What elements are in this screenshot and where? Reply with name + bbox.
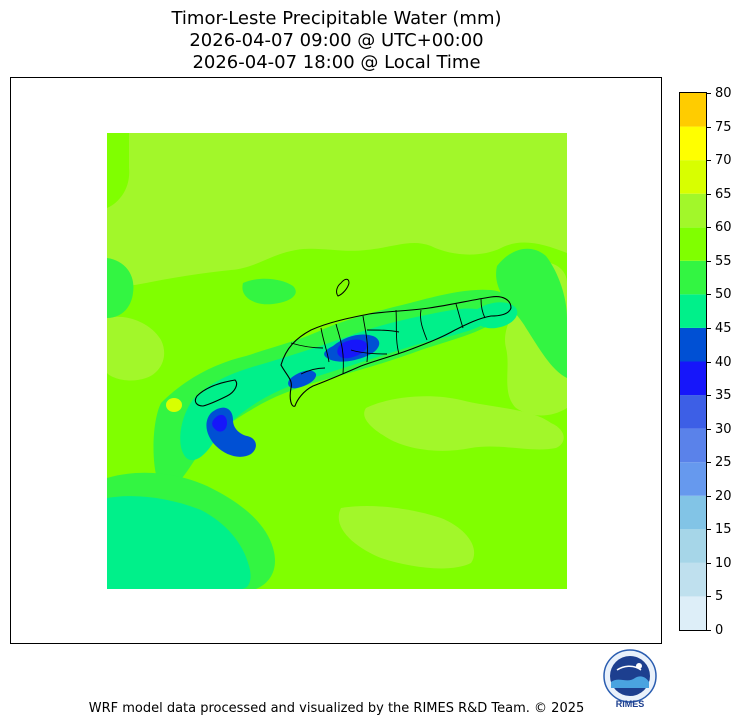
colorbar-tick: 70 xyxy=(707,153,732,169)
municipality-borders xyxy=(290,298,486,375)
colorbar-tick: 65 xyxy=(707,187,732,203)
colorbar-tick: 20 xyxy=(707,489,732,505)
colorbar-tick-label: 75 xyxy=(715,119,732,135)
colorbar-tick-label: 25 xyxy=(715,455,732,471)
field-35-40-ocean xyxy=(212,414,227,432)
field-65-70-spot xyxy=(166,398,182,412)
colorbar xyxy=(679,92,707,631)
logo-label: RIMES xyxy=(615,699,645,709)
rimes-logo: RIMES xyxy=(597,648,663,714)
colorbar-tick: 50 xyxy=(707,287,732,303)
colorbar-band-25-30 xyxy=(680,428,706,463)
colorbar-tick-label: 0 xyxy=(715,623,724,638)
field-60-65-southeast xyxy=(364,396,564,451)
colorbar-tick: 55 xyxy=(707,254,732,270)
colorbar-tick-label: 35 xyxy=(715,388,732,404)
title-line-2: 2026-04-07 09:00 @ UTC+00:00 xyxy=(189,30,484,51)
field-45-50-east xyxy=(473,302,518,329)
colorbar-tick: 60 xyxy=(707,220,732,236)
colorbar-tick: 40 xyxy=(707,355,732,371)
colorbar-band-55-60 xyxy=(680,227,706,261)
colorbar-band-35-40 xyxy=(680,361,706,396)
colorbar-tick-label: 45 xyxy=(715,320,732,336)
field-40-45-coast xyxy=(288,370,317,389)
colorbar-tick-label: 5 xyxy=(715,589,724,605)
colorbar-tick-labels: 0 5 10 15 20 25 30 35 40 45 50 55 60 65 70 75 80 xyxy=(707,0,743,727)
chart-title: Timor-Leste Precipitable Water (mm) 2026… xyxy=(0,8,673,74)
precipitable-water-map xyxy=(107,133,567,589)
map-frame: RIMES xyxy=(10,77,662,709)
colorbar-tick-label: 50 xyxy=(715,287,732,303)
colorbar-tick: 10 xyxy=(707,556,732,572)
colorbar-band-0-5 xyxy=(680,596,706,630)
field-60-65-north xyxy=(107,133,567,287)
colorbar-tick-label: 55 xyxy=(715,253,732,269)
colorbar-band-30-35 xyxy=(680,395,706,429)
colorbar-tick: 0 xyxy=(707,623,723,639)
colorbar-tick: 25 xyxy=(707,455,732,471)
colorbar-band-65-70 xyxy=(680,160,706,194)
colorbar-tick: 35 xyxy=(707,388,732,404)
colorbar-band-75-80 xyxy=(680,93,706,127)
field-50-55-islands xyxy=(242,278,296,305)
field-60-65-west xyxy=(107,316,165,381)
timor-leste-outline xyxy=(280,296,512,407)
footer-credit: WRF model data processed and visualized … xyxy=(88,701,585,716)
colorbar-band-45-50 xyxy=(680,294,706,328)
field-45-50-coast xyxy=(180,308,488,461)
colorbar-tick: 45 xyxy=(707,321,732,337)
colorbar-band-70-75 xyxy=(680,126,706,161)
colorbar-tick: 75 xyxy=(707,120,732,136)
colorbar-bands xyxy=(680,93,706,630)
field-60-65-south xyxy=(338,506,475,569)
colorbar-band-50-55 xyxy=(680,260,706,295)
colorbar-tick-label: 65 xyxy=(715,186,732,202)
colorbar-tick-label: 15 xyxy=(715,522,732,538)
field-50-55-east-strip xyxy=(496,248,567,378)
colorbar-tick-label: 80 xyxy=(715,86,732,101)
title-line-1: Timor-Leste Precipitable Water (mm) xyxy=(171,8,502,29)
field-35-40-central xyxy=(337,339,368,359)
title-line-3: 2026-04-07 18:00 @ Local Time xyxy=(192,52,481,73)
colorbar-band-5-10 xyxy=(680,562,706,597)
colorbar-band-60-65 xyxy=(680,193,706,228)
colorbar-band-10-15 xyxy=(680,529,706,563)
colorbar-tick: 80 xyxy=(707,86,732,102)
oecusse-outline xyxy=(194,379,238,407)
colorbar-tick-label: 30 xyxy=(715,421,732,437)
colorbar-tick-label: 60 xyxy=(715,220,732,236)
island-atauro xyxy=(336,278,350,297)
colorbar-tick-label: 10 xyxy=(715,555,732,571)
field-45-50-southwest xyxy=(107,496,251,589)
colorbar-tick-label: 20 xyxy=(715,488,732,504)
colorbar-tick: 5 xyxy=(707,589,723,605)
colorbar-band-20-25 xyxy=(680,462,706,496)
colorbar-tick-label: 40 xyxy=(715,354,732,370)
field-50-55-west xyxy=(107,258,134,318)
colorbar-band-15-20 xyxy=(680,495,706,530)
colorbar-tick: 15 xyxy=(707,522,732,538)
colorbar-tick: 30 xyxy=(707,422,732,438)
colorbar-tick-label: 70 xyxy=(715,153,732,169)
colorbar-band-40-45 xyxy=(680,327,706,362)
